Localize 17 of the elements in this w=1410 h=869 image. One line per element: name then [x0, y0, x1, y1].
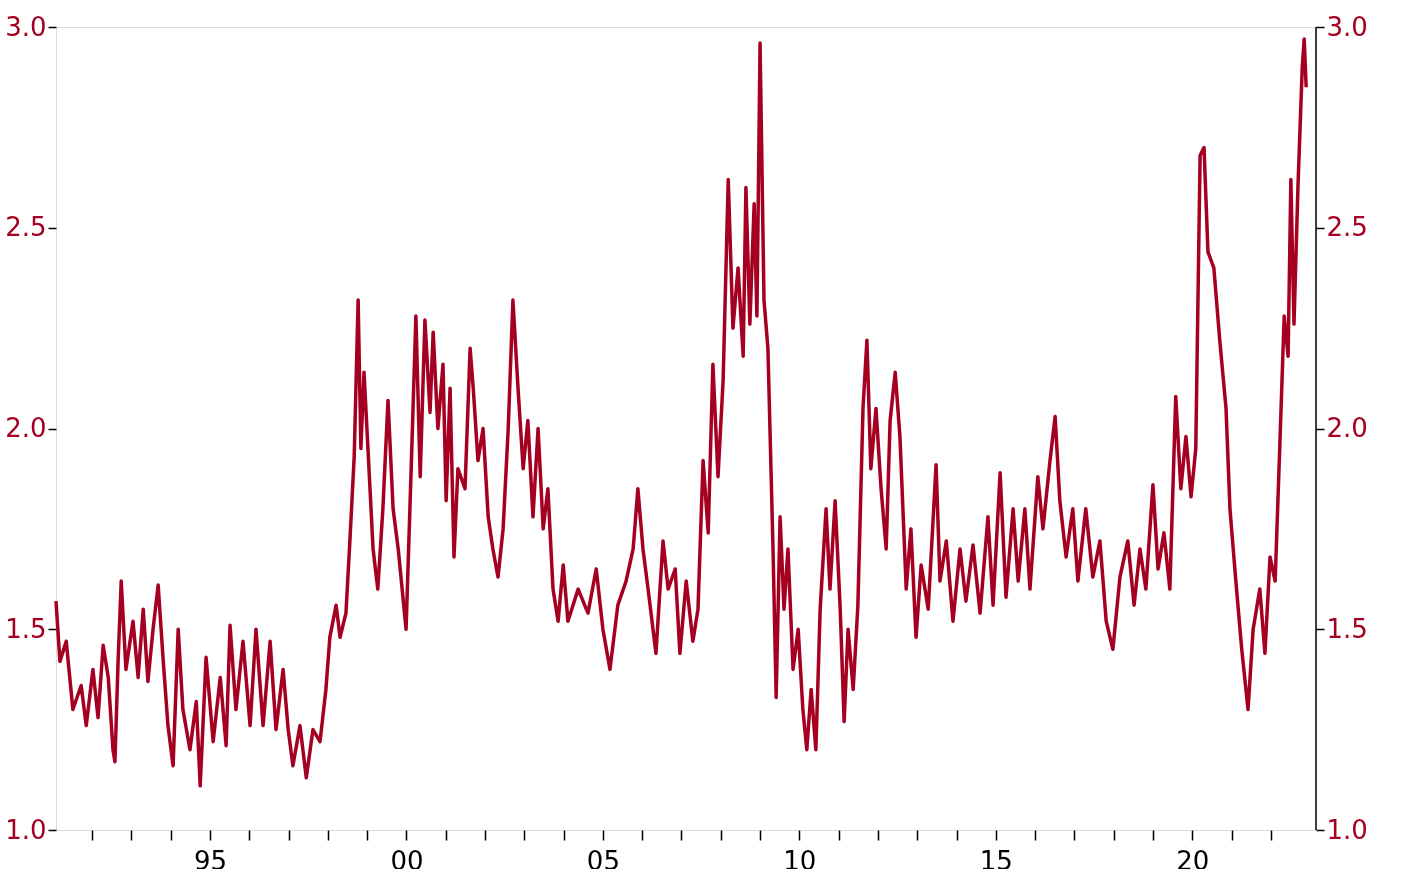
x-tick-label: 95: [193, 845, 228, 869]
y2-tick-label: 2.5: [1326, 212, 1368, 243]
y2-tick-label: 1.0: [1326, 814, 1368, 845]
y-tick-label: 2.5: [5, 212, 47, 243]
x-tick-label: 15: [979, 845, 1013, 869]
y2-tick-label: 3.0: [1326, 11, 1368, 42]
x-tick-label: 10: [783, 845, 817, 869]
line-series: [54, 37, 1308, 788]
y2-tick-label: 1.5: [1326, 613, 1368, 644]
x-tick-label: 00: [390, 845, 424, 869]
y-tick-label: 1.0: [5, 814, 47, 845]
y-tick-label: 3.0: [5, 11, 47, 42]
y-tick-label: 2.0: [5, 413, 47, 443]
y2-tick-label: 2.0: [1326, 413, 1368, 443]
y-tick-label: 1.5: [5, 613, 47, 644]
x-tick-label: 05: [586, 845, 620, 869]
x-tick-label: 20: [1176, 845, 1210, 869]
